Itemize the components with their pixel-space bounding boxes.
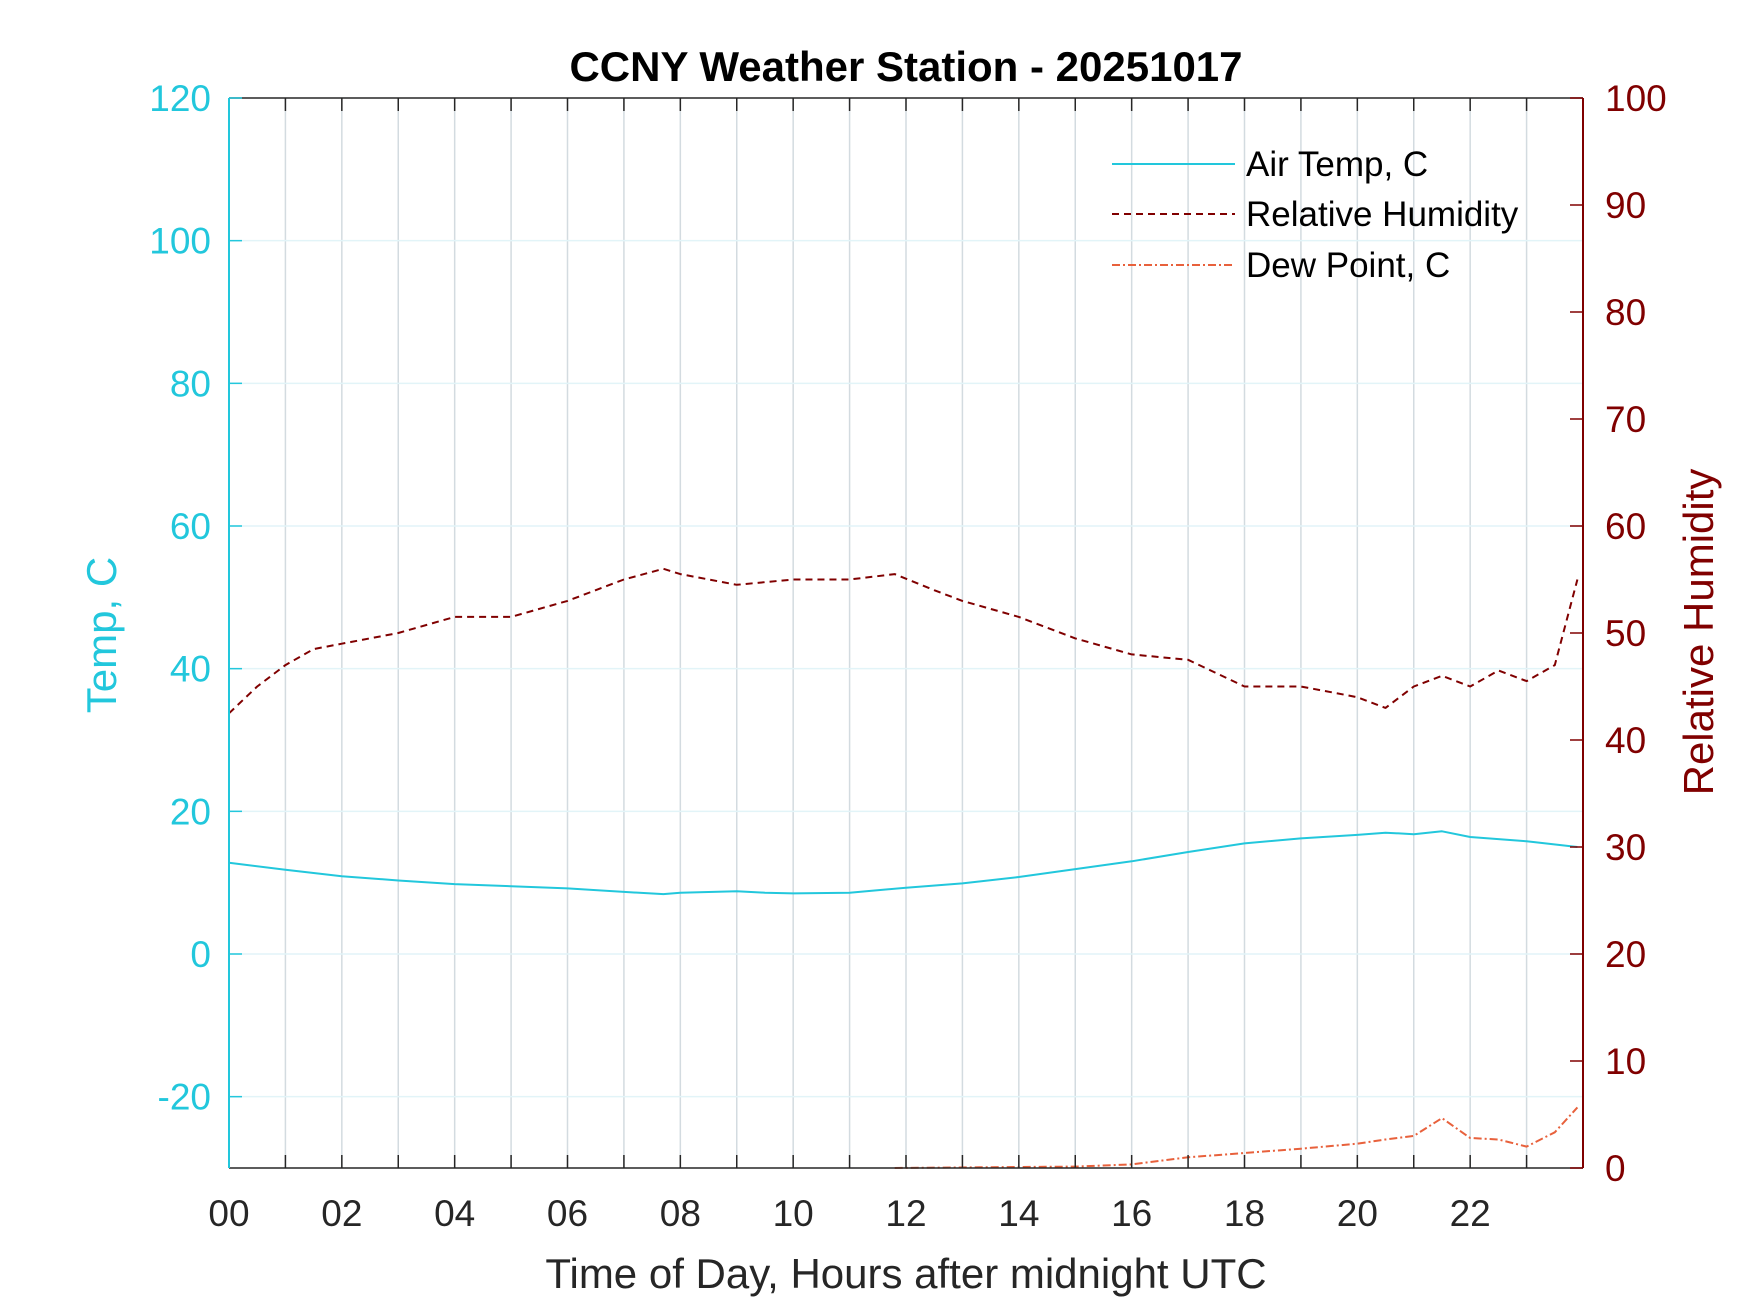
y-right-tick-label: 80 [1605,292,1646,333]
y-right-tick-label: 40 [1605,720,1646,761]
plot-series [228,567,1579,1169]
x-tick-label: 14 [998,1193,1039,1234]
y-left-tick-label: 40 [170,649,211,690]
x-tick-label: 04 [434,1193,475,1234]
y-right-tick-label: 10 [1605,1041,1646,1082]
axes: 00 02 04 06 08 10 12 14 16 18 20 22-200204060801001… [149,78,1666,1234]
chart-title: CCNY Weather Station - 20251017 [569,43,1242,90]
x-tick-label: 12 [885,1193,926,1234]
legend-label: Air Temp, C [1246,145,1428,184]
x-tick-label: 18 [1224,1193,1265,1234]
x-tick-label: 06 [547,1193,588,1234]
x-tick-label: 08 [660,1193,701,1234]
y-right-tick-label: 70 [1605,399,1646,440]
y-axis-left-label: Temp, C [78,557,125,713]
y-right-tick-label: 20 [1605,934,1646,975]
x-tick-label: 20 [1337,1193,1378,1234]
y-left-tick-label: -20 [158,1077,211,1118]
y-right-tick-label: 100 [1605,78,1667,119]
x-tick-label: 16 [1111,1193,1152,1234]
x-tick-label: 22 [1450,1193,1491,1234]
x-tick-label: 10 [773,1193,814,1234]
y-left-tick-label: 80 [170,363,211,404]
legend-label: Relative Humidity [1246,195,1519,234]
y-right-tick-label: 60 [1605,506,1646,547]
series-line-relative-humidity [228,567,1579,715]
y-right-tick-label: 30 [1605,827,1646,868]
series-line-dew-point-c [894,1106,1579,1169]
y-left-tick-label: 100 [149,221,211,262]
series-line-air-temp-c [228,830,1578,896]
y-left-tick-label: 120 [149,78,211,119]
grid-lines [229,98,1583,1168]
y-right-tick-label: 50 [1605,613,1646,654]
y-left-tick-label: 0 [190,934,211,975]
y-right-tick-label: 0 [1605,1148,1626,1189]
y-axis-right-label: Relative Humidity [1675,469,1722,796]
x-tick-label: 00 [208,1193,249,1234]
y-left-tick-label: 60 [170,506,211,547]
y-right-tick-label: 90 [1605,185,1646,226]
legend-label: Dew Point, C [1246,246,1450,285]
x-tick-label: 02 [321,1193,362,1234]
y-left-tick-label: 20 [170,791,211,832]
x-axis-label: Time of Day, Hours after midnight UTC [545,1250,1266,1297]
legend: Air Temp, C Relative Humidity Dew Point, C [1112,145,1519,285]
